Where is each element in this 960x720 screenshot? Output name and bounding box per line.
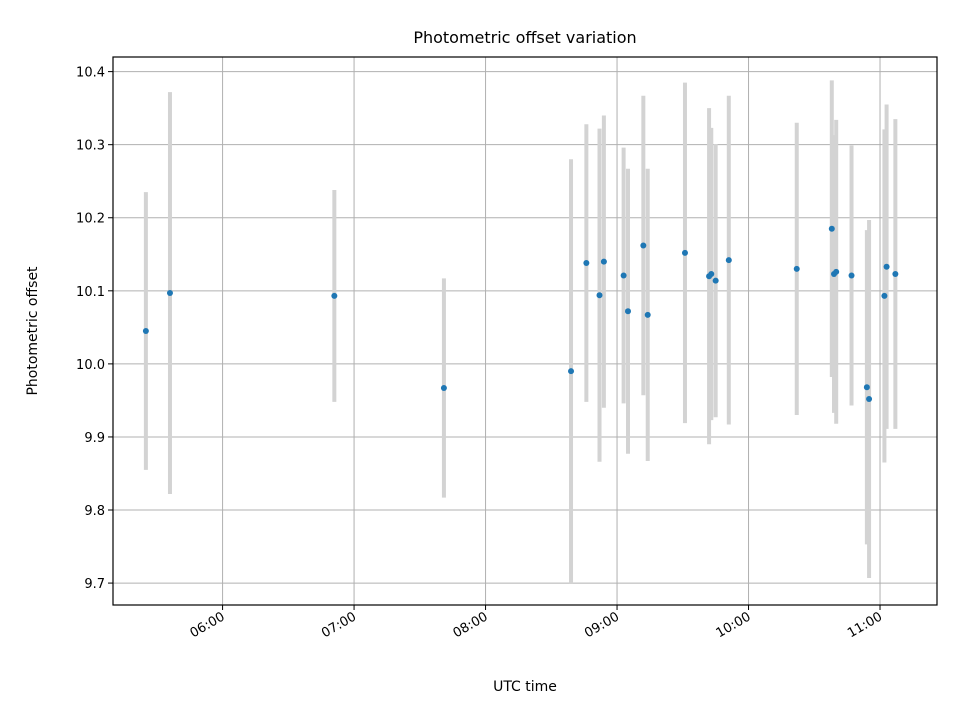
y-axis-label: Photometric offset <box>25 266 41 396</box>
chart-title: Photometric offset variation <box>413 28 636 47</box>
data-point <box>620 272 627 279</box>
x-tick-label: 06:00 <box>188 609 228 641</box>
x-tick-label: 07:00 <box>319 609 359 641</box>
grid <box>113 57 937 605</box>
y-tick-label: 10.4 <box>76 66 105 81</box>
data-point <box>881 292 888 299</box>
data-point <box>866 395 873 402</box>
data-point <box>583 260 590 267</box>
data-points <box>142 225 899 402</box>
x-axis-ticks: 06:00 07:00 08:00 09:00 10:00 11:00 <box>188 605 885 641</box>
data-point <box>892 271 899 278</box>
data-point <box>833 268 840 275</box>
plot-frame <box>112 56 938 606</box>
y-tick-label: 9.8 <box>84 504 105 519</box>
y-tick-label: 10.0 <box>76 358 105 373</box>
data-point <box>166 290 173 297</box>
data-point <box>644 311 651 318</box>
x-tick-label: 10:00 <box>714 609 754 641</box>
data-point <box>712 277 719 284</box>
plot-area <box>113 57 937 605</box>
data-point <box>681 249 688 256</box>
data-point <box>793 265 800 272</box>
data-point <box>640 242 647 249</box>
data-point <box>568 368 575 375</box>
x-tick-label: 09:00 <box>582 609 622 641</box>
data-point <box>883 263 890 270</box>
y-tick-label: 10.1 <box>76 285 105 300</box>
data-point <box>725 257 732 264</box>
x-axis-label: UTC time <box>493 679 557 695</box>
y-tick-label: 9.7 <box>84 577 105 592</box>
data-point <box>863 384 870 391</box>
x-tick-label: 08:00 <box>451 609 491 641</box>
data-point <box>596 292 603 299</box>
data-point <box>331 292 338 299</box>
x-tick-label: 11:00 <box>845 609 885 641</box>
data-point <box>600 258 607 265</box>
data-point <box>142 328 149 334</box>
y-tick-label: 10.2 <box>76 212 105 227</box>
data-point <box>828 225 835 232</box>
y-axis-ticks: 9.7 9.8 9.9 10.0 10.1 10.2 10.3 10.4 <box>76 66 113 592</box>
y-tick-label: 10.3 <box>76 139 105 154</box>
data-point <box>440 384 447 391</box>
data-point <box>625 308 631 315</box>
data-point <box>708 271 715 278</box>
data-point <box>848 272 855 279</box>
y-tick-label: 9.9 <box>84 431 105 446</box>
